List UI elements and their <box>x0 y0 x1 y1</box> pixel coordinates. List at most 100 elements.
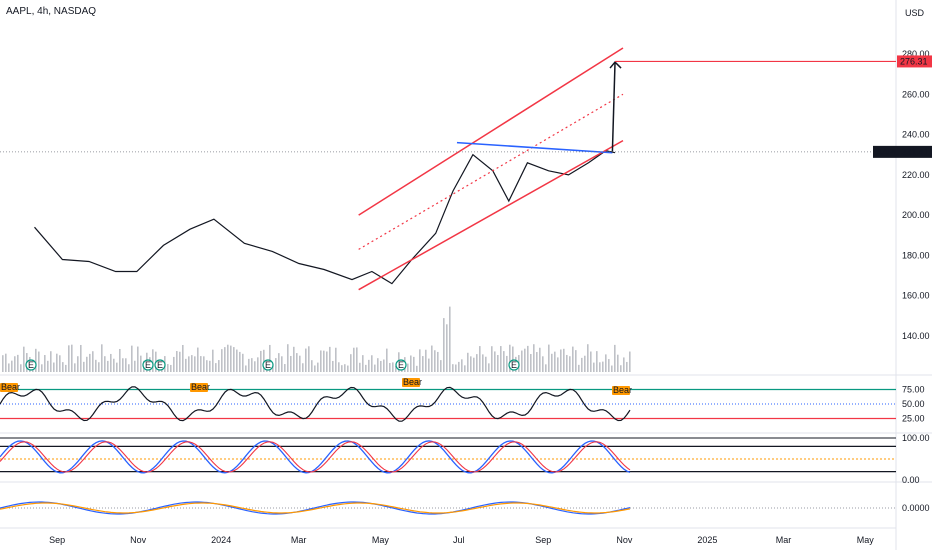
volume-bar <box>332 360 334 372</box>
volume-bar <box>338 362 340 372</box>
volume-bar <box>62 362 64 372</box>
volume-bar <box>467 352 469 372</box>
volume-bar <box>122 358 124 372</box>
rsi-level-label: 25.00 <box>902 414 925 424</box>
volume-bar <box>47 360 49 372</box>
volume-bar <box>536 352 538 372</box>
volume-bar <box>245 365 247 372</box>
volume-bar <box>188 356 190 372</box>
volume-bar <box>209 360 211 372</box>
volume-bar <box>233 347 235 372</box>
volume-bar <box>617 354 619 372</box>
volume-bar <box>263 349 265 372</box>
volume-bar <box>422 356 424 372</box>
last-price-text: AAPL 231.41 <box>876 147 929 157</box>
y-tick-label: 140.00 <box>902 331 930 341</box>
earnings-marker <box>262 359 274 371</box>
target-price-tag <box>897 55 932 68</box>
bear-label-text: Bear <box>1 382 20 392</box>
volume-bar <box>194 356 196 372</box>
volume-bar <box>566 354 568 372</box>
volume-bar <box>137 346 139 372</box>
volume-bar <box>224 347 226 372</box>
volume-bar <box>623 357 625 372</box>
bear-label-box <box>190 383 208 392</box>
volume-bar <box>377 358 379 372</box>
volume-bar <box>134 360 136 372</box>
volume-bar <box>68 345 70 372</box>
volume-bar <box>95 359 97 372</box>
earnings-marker <box>25 359 37 371</box>
volume-bar <box>17 354 19 372</box>
x-tick-label: Mar <box>291 535 307 545</box>
volume-bar <box>116 362 118 372</box>
volume-bar <box>578 364 580 372</box>
y-tick-label: 180.00 <box>902 250 930 260</box>
volume-bar <box>476 354 478 372</box>
volume-bar <box>455 364 457 372</box>
volume-bar <box>329 346 331 372</box>
volume-bar <box>56 353 58 372</box>
x-tick-label: Mar <box>776 535 792 545</box>
volume-bar <box>170 364 172 372</box>
currency-label: USD <box>905 8 925 18</box>
volume-bar <box>542 356 544 372</box>
volume-bar <box>179 351 181 372</box>
volume-bar <box>608 359 610 372</box>
volume-bar <box>416 365 418 372</box>
volume-bar <box>308 346 310 372</box>
volume-bar <box>479 346 481 372</box>
volume-bar <box>215 363 217 372</box>
volume-bar <box>353 347 355 372</box>
channel-upper-line <box>358 47 624 216</box>
x-tick-label: Sep <box>535 535 551 545</box>
channel-lower-line <box>358 139 624 291</box>
bear-label-box <box>0 383 18 392</box>
rsi-level-label: 50.00 <box>902 399 925 409</box>
volume-bar <box>551 353 553 372</box>
volume-bar <box>443 318 445 372</box>
volume-bar <box>626 361 628 372</box>
volume-bar <box>596 351 598 372</box>
volume-bar <box>371 355 373 372</box>
volume-bar <box>302 363 304 372</box>
volume-bar <box>572 346 574 372</box>
volume-bar <box>530 354 532 372</box>
volume-bar <box>197 347 199 372</box>
volume-bar <box>53 362 55 372</box>
volume-bar <box>236 349 238 372</box>
volume-bar <box>80 344 82 372</box>
y-tick-label: 160.00 <box>902 291 930 301</box>
x-tick-label: 2025 <box>697 535 717 545</box>
volume-bar <box>581 357 583 372</box>
bear-label-box <box>402 378 420 387</box>
volume-bar <box>611 365 613 372</box>
volume-bar <box>182 344 184 372</box>
volume-bar <box>131 345 133 372</box>
volume-bar <box>92 351 94 372</box>
volume-bar <box>491 346 493 372</box>
volume-bar <box>509 344 511 372</box>
volume-bar <box>248 358 250 372</box>
bear-label-text: Bear <box>403 377 422 387</box>
volume-bar <box>113 358 115 372</box>
volume-bar <box>593 362 595 372</box>
volume-bar <box>362 355 364 372</box>
volume-bar <box>20 364 22 372</box>
x-tick-label: May <box>372 535 390 545</box>
y-tick-label: 200.00 <box>902 210 930 220</box>
volume-bar <box>50 351 52 372</box>
volume-bar <box>614 344 616 372</box>
volume-bar <box>191 355 193 372</box>
earnings-marker <box>142 359 154 371</box>
volume-bar <box>341 365 343 372</box>
volume-bar <box>434 350 436 372</box>
x-tick-label: 2024 <box>211 535 231 545</box>
volume-bar <box>77 356 79 372</box>
earnings-marker-label: E <box>511 360 517 370</box>
volume-bar <box>488 363 490 372</box>
volume-bar <box>557 357 559 372</box>
earnings-marker-label: E <box>157 360 163 370</box>
